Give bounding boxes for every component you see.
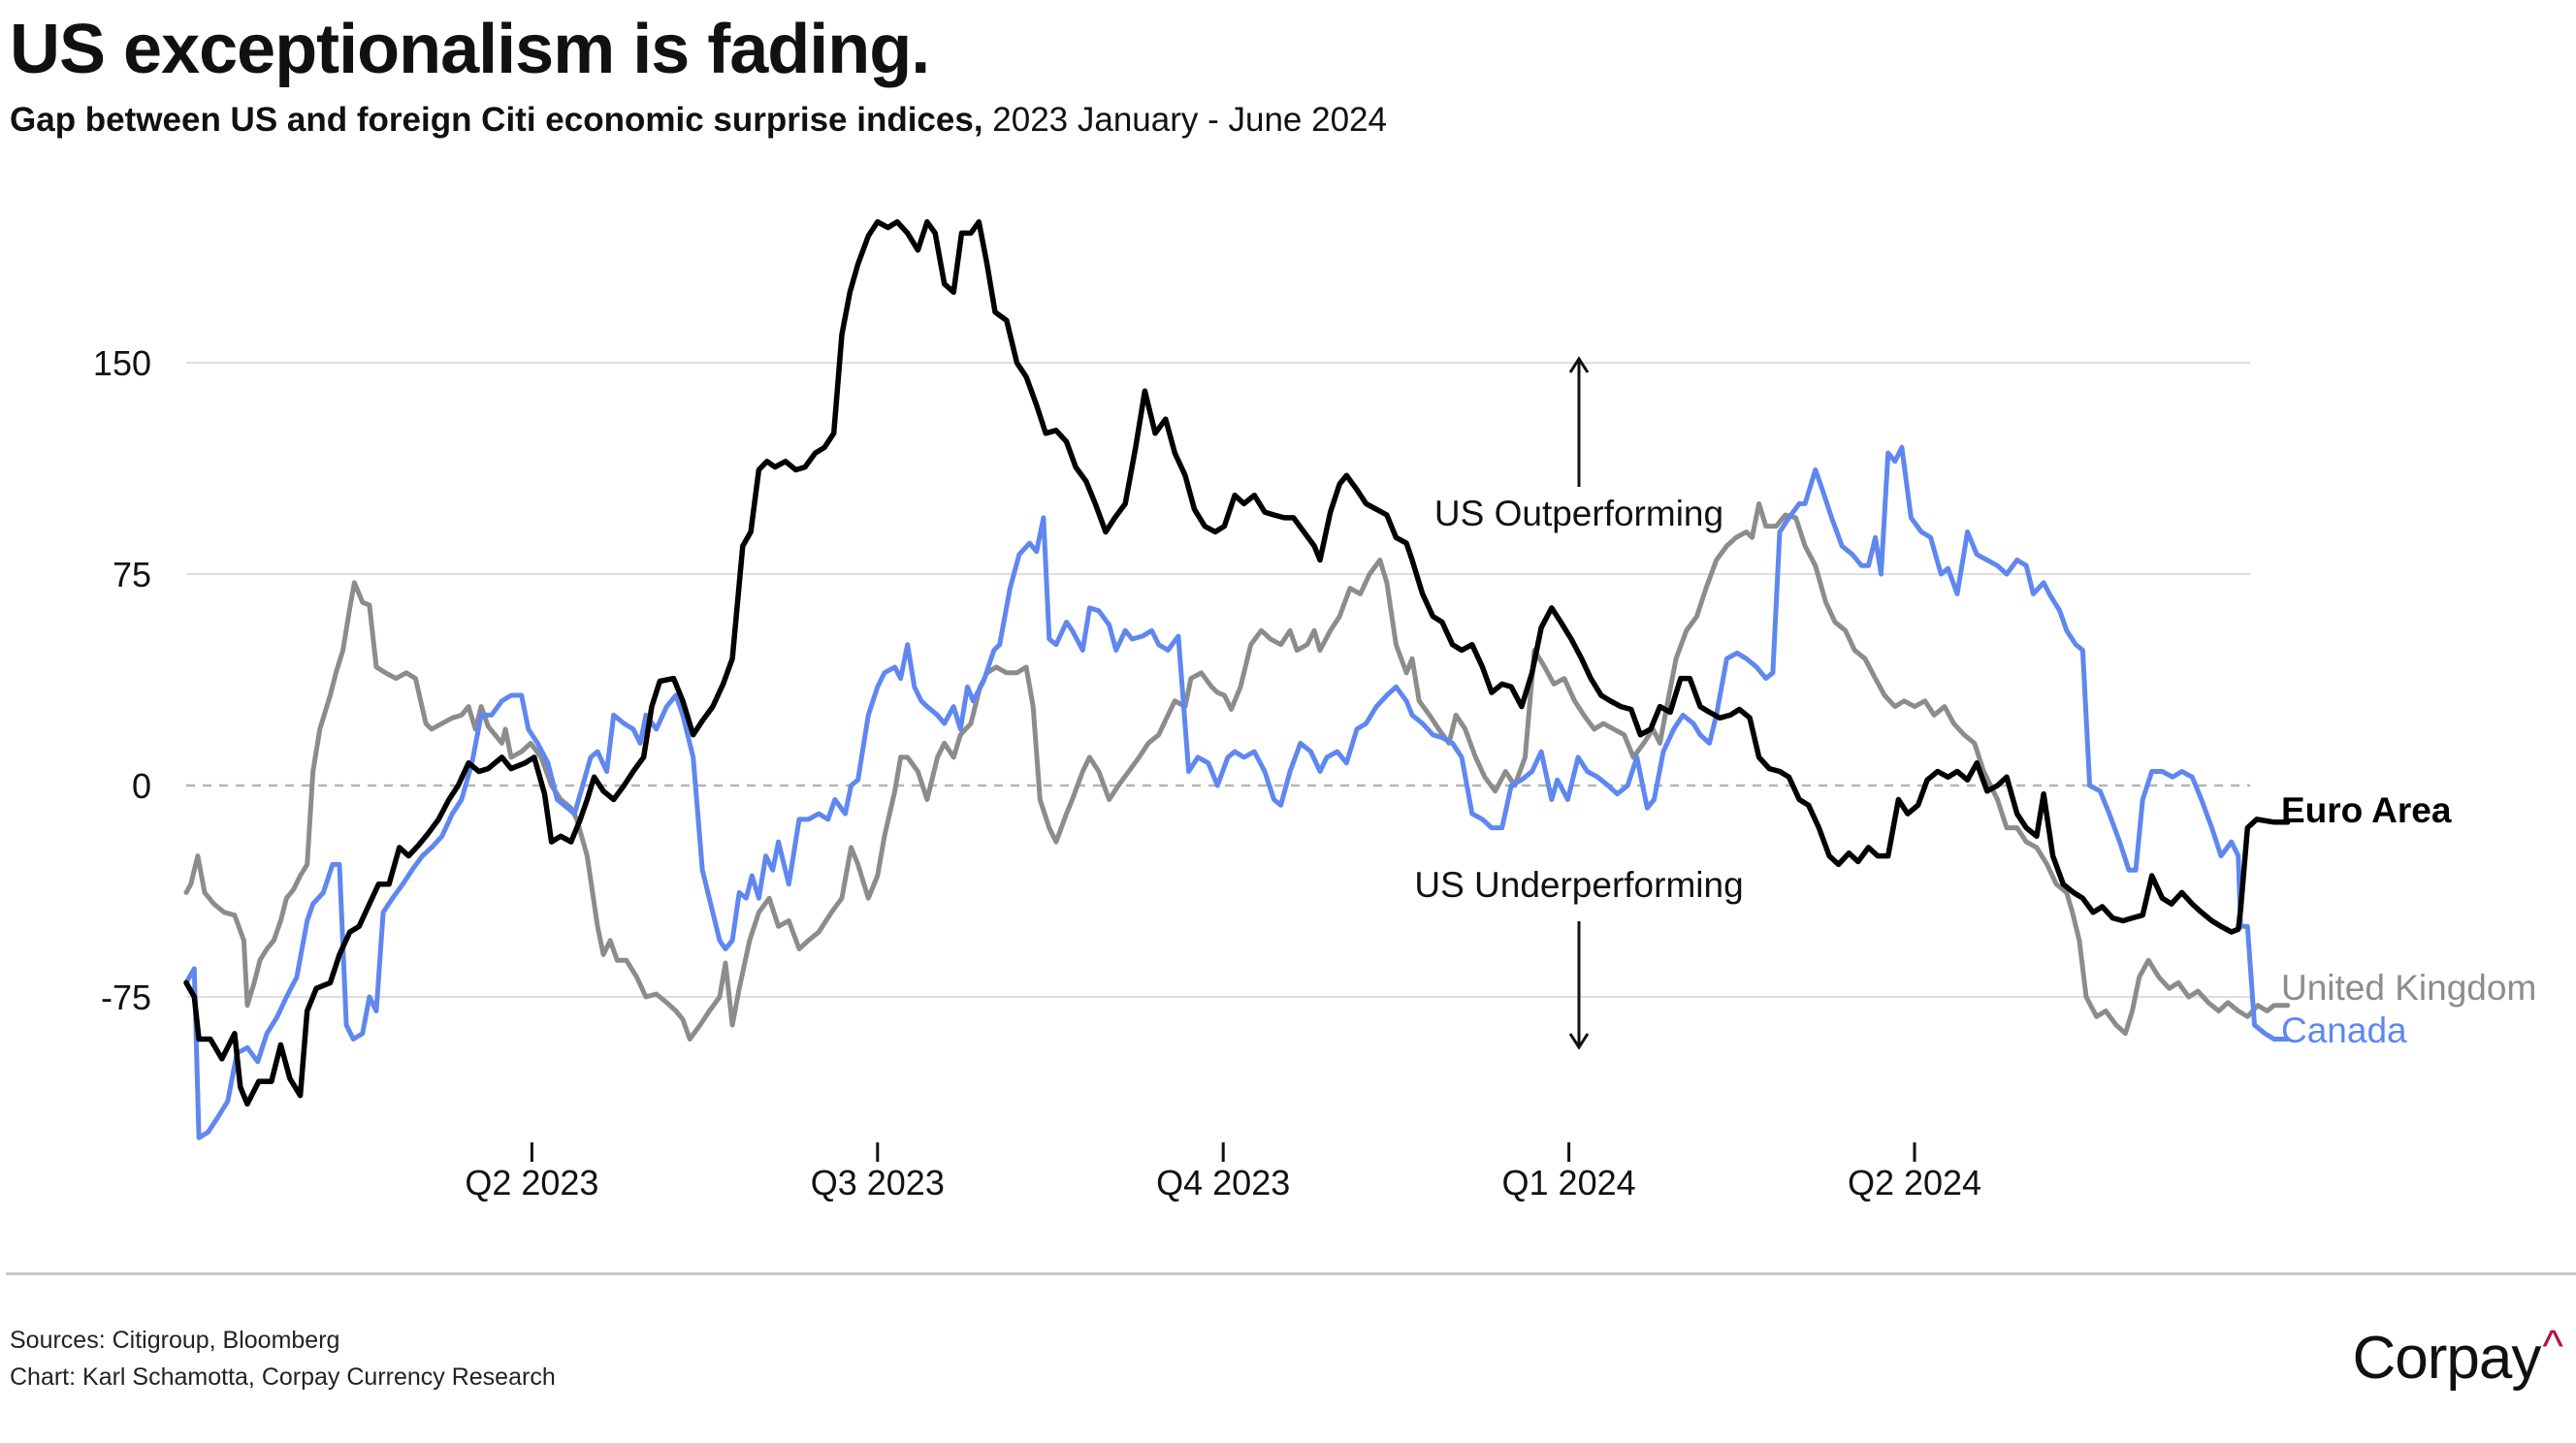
x-axis: Q2 2023 Q3 2023 Q4 2023 Q1 2024 Q2 2024	[465, 1142, 1981, 1202]
subtitle-date-range: 2023 January - June 2024	[982, 101, 1387, 139]
annotation-us-outperforming: US Outperforming	[1434, 494, 1723, 533]
legend-label-united-kingdom: United Kingdom	[2281, 968, 2536, 1008]
x-tick-label: Q3 2023	[811, 1163, 945, 1202]
x-tick-label: Q2 2024	[1848, 1163, 1981, 1202]
y-tick-label: 0	[132, 766, 151, 806]
series-line-canada	[183, 444, 2291, 1140]
logo-caret-icon: ^	[2542, 1321, 2563, 1371]
up-arrow-icon	[1568, 356, 1590, 373]
annotation-us-underperforming: US Underperforming	[1414, 865, 1743, 905]
y-tick-label: 75	[113, 555, 151, 594]
chart-subtitle: Gap between US and foreign Citi economic…	[10, 101, 1387, 140]
y-axis: 150 75 0 -75	[93, 343, 151, 1017]
logo-text: Corpay	[2352, 1325, 2542, 1392]
series-lines	[183, 219, 2291, 1140]
chart-credit: Chart: Karl Schamotta, Corpay Currency R…	[10, 1363, 556, 1391]
y-tick-label: 150	[93, 343, 151, 383]
subtitle-main: Gap between US and foreign Citi economic…	[10, 101, 983, 139]
x-tick-label: Q2 2023	[465, 1163, 598, 1202]
chart-title: US exceptionalism is fading.	[10, 11, 930, 88]
sources-note: Sources: Citigroup, Bloomberg	[10, 1327, 340, 1354]
x-tick-label: Q4 2023	[1156, 1163, 1290, 1202]
down-arrow-icon	[1568, 1033, 1590, 1050]
legend-label-canada: Canada	[2281, 1010, 2407, 1050]
footer-divider	[6, 1272, 2576, 1275]
corpay-logo: Corpay^	[2352, 1321, 2563, 1393]
y-tick-label: -75	[101, 978, 151, 1017]
x-tick-label: Q1 2024	[1502, 1163, 1636, 1202]
series-line-euro-area	[183, 219, 2291, 1107]
gridlines	[186, 362, 2250, 998]
annotations: US Outperforming US Underperforming	[1414, 356, 1744, 1050]
legend-label-euro-area: Euro Area	[2281, 790, 2452, 830]
